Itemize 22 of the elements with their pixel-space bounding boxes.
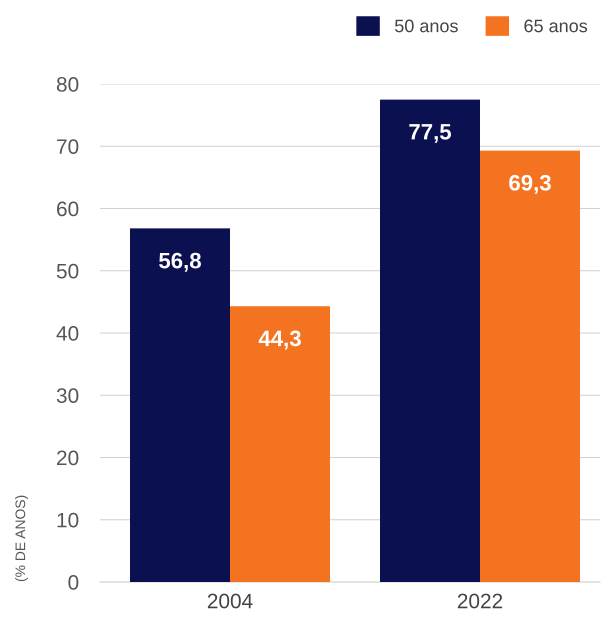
data-label: 69,3 xyxy=(509,174,551,194)
y-tick-label: 30 xyxy=(56,388,78,404)
y-tick-label: 70 xyxy=(57,139,78,154)
y-tick-label: 10 xyxy=(58,512,78,528)
y-tick-label: 40 xyxy=(56,326,78,341)
bar xyxy=(230,306,330,582)
data-label: 56,8 xyxy=(159,252,201,272)
x-tick-label: 2004 xyxy=(208,594,253,608)
y-axis-title: (% DE ANOS) xyxy=(15,496,28,582)
x-tick-label: 2022 xyxy=(458,594,502,608)
bar xyxy=(130,228,230,582)
y-tick-label: 60 xyxy=(57,202,78,216)
y-tick-label: 80 xyxy=(56,77,78,92)
y-tick-label: 0 xyxy=(68,575,78,590)
legend-label: 50 anos xyxy=(394,20,458,32)
legend-label: 65 anos xyxy=(524,20,588,32)
data-label: 44,3 xyxy=(258,330,301,350)
bar xyxy=(380,100,480,582)
data-label: 77,5 xyxy=(409,124,452,143)
y-tick-label: 50 xyxy=(56,264,78,279)
y-tick-label: 20 xyxy=(57,450,78,466)
bar xyxy=(480,150,580,582)
